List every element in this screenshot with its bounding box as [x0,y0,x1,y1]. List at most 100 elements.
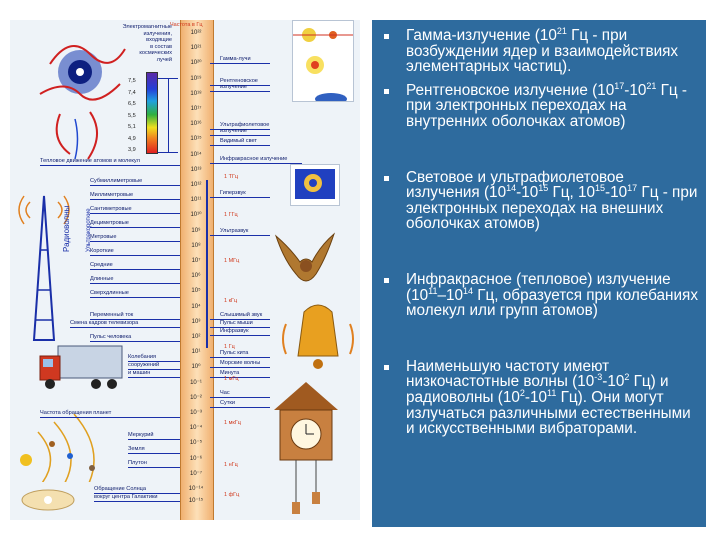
frequency-tick: 10⁻¹⁵ [188,498,204,504]
label-underline [210,407,270,408]
phenomenon-label: Морские волны [220,360,261,366]
frequency-scale-bar [180,20,214,520]
label-underline [90,255,180,256]
range-label: Субмиллиметровые [90,178,143,184]
bullet-gamma: Гамма-излучение (1021 Гц - при возбужден… [384,26,698,75]
tv-picture [290,164,340,206]
label-underline [90,341,180,342]
frequency-tick: 10¹ [191,349,201,356]
range-label: Меркурий [128,432,154,438]
label-underline [210,197,270,198]
cosmic-ray-caption-line: входящие [146,37,172,43]
label-underline [128,439,180,440]
frequency-tick: 10⁹ [191,227,201,234]
frequency-tick: 10¹⁴ [190,151,202,158]
label-underline [128,467,180,468]
range-label: Сантиметровые [90,206,132,212]
frequency-tick: 10³ [191,318,201,325]
wavelength-value: 7,4 [128,89,136,96]
wavelength-value: 3,9 [128,147,136,153]
frequency-tick: 10⁴ [191,303,201,310]
range-label: Дециметровые [90,220,129,226]
label-underline [210,129,270,130]
frequency-unit-label: 1 нГц [224,462,238,468]
range-label: Тепловое движение атомов и молекул [40,158,140,164]
frequency-tick: 10⁻³ [190,410,202,416]
ultrashort-label: Ультракороткие [86,208,92,252]
label-underline [94,493,180,494]
label-underline [90,269,180,270]
planet-orbits-picture [20,413,95,482]
bullet-marker [384,364,389,370]
label-underline [210,235,270,236]
frequency-unit-label: 1 мГц [224,376,239,382]
frequency-tick: 10² [191,334,201,340]
label-underline [128,377,180,378]
cuckoo-clock-picture [274,382,338,514]
label-underline [210,377,270,378]
phenomenon-label: Ультрафиолетовое [220,122,270,128]
frequency-unit-label: 1 МГц [224,258,240,264]
frequency-tick: 10⁻⁶ [189,455,203,462]
phenomenon-label: Минута [220,370,240,376]
frequency-tick: 10¹⁶ [190,121,202,128]
galaxy-picture [21,489,75,511]
bullet-xray: Рентгеновское излучение (1017-1021 Гц - … [384,81,698,130]
label-underline [210,145,270,146]
frequency-tick: 10¹¹ [190,197,202,204]
bullet-infrared: Инфракрасное (тепловое) излучение (1011–… [384,272,698,319]
phenomenon-label: Видимый свет [220,138,257,144]
phenomenon-label: Гиперзвук [220,190,246,196]
label-underline [90,319,180,320]
bat-picture [274,232,336,282]
label-underline [128,453,180,454]
cosmic-ray-caption-line: излучения, [143,30,172,37]
label-underline [90,227,180,228]
range-label: Обращение Солнца [94,486,147,492]
label-underline [210,335,270,336]
label-underline [210,319,270,320]
range-label: Переменный ток [90,312,134,318]
bullet-marker [384,175,389,181]
phenomenon-label: Инфразвук [220,328,249,334]
label-underline [210,163,302,164]
bullet-low-frequency: Наименьшую частоту имеют низкочастотные … [384,359,698,437]
frequency-tick: 10²¹ [190,45,202,52]
bullet-marker [384,34,389,39]
label-underline [90,283,180,284]
cosmic-ray-labels: Электромагнитные излучения, входящие в сост… [102,24,173,63]
frequency-tick: 10¹⁵ [190,136,202,143]
label-underline [210,367,270,368]
phenomenon-label: Час [220,390,230,396]
phenomenon-label: Рентгеновское [220,78,258,84]
frequency-tick: 10¹⁸ [190,90,202,97]
label-underline [90,185,180,186]
label-underline [128,369,180,370]
phenomenon-label: излучение [220,84,248,90]
label-underline [210,135,270,136]
phenomenon-label: Ультразвук [220,228,249,234]
atom-pictures [292,20,354,102]
frequency-unit-label: 1 Гц [224,344,235,350]
range-label: Средние [90,262,113,268]
label-underline [94,501,180,502]
frequency-tick: 10²⁰ [190,60,202,67]
frequency-tick: 10¹⁹ [190,75,202,82]
phenomenon-label: излучение [220,128,248,134]
frequency-tick: 10⁻¹⁴ [188,486,204,492]
frequency-unit-label: 1 ГГц [224,212,238,218]
range-label: Смена кадров телевизора [70,320,139,326]
radio-waves-label: Радиоволны [62,205,71,252]
frequency-unit-label: 1 кГц [224,298,238,304]
visible-spectrum-strip [146,72,158,154]
frequency-tick: 10¹⁷ [190,106,202,112]
label-underline [210,91,270,92]
wavelength-value: 5,5 [128,112,136,119]
range-label: Колебания [128,354,156,360]
frequency-tick: 10⁵ [191,288,201,295]
wavelength-value: 5,1 [128,124,136,130]
label-underline [90,213,180,214]
bullet-list: Гамма-излучение (1021 Гц - при возбужден… [372,20,706,437]
phenomenon-label: Пульс мыши [220,320,253,326]
range-label: Земля [128,446,145,452]
